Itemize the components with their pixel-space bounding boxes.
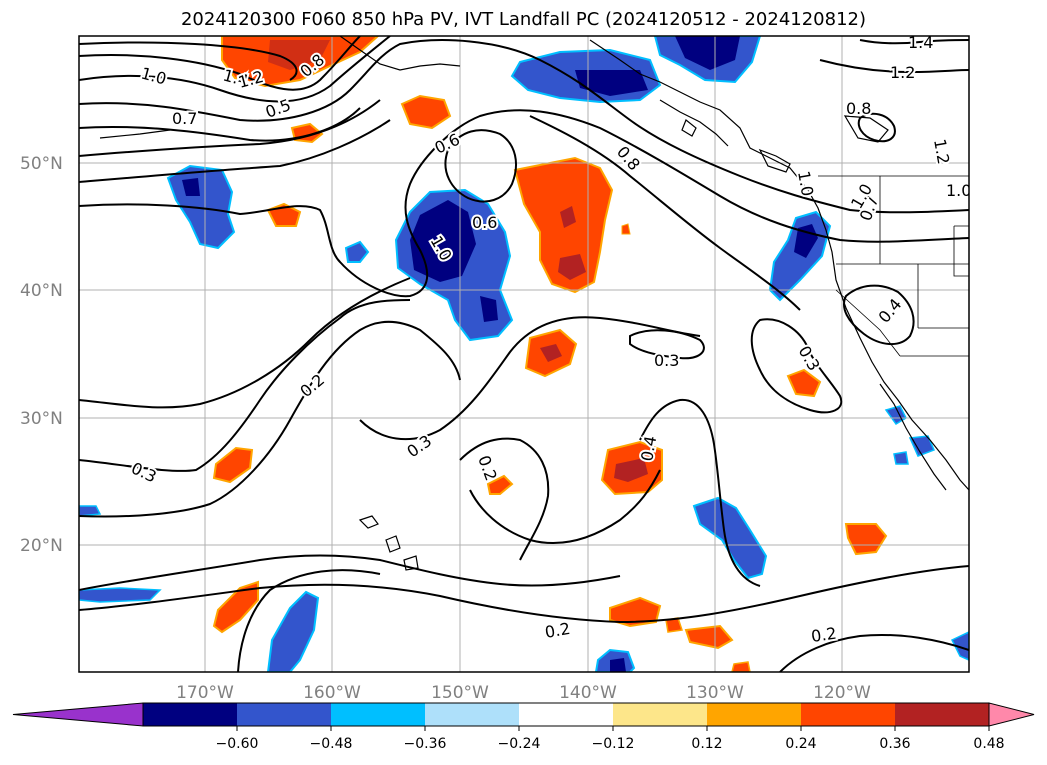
negative-anomaly-area [908,435,935,457]
positive-anomaly-core [558,254,586,280]
positive-anomaly-core [540,344,562,362]
lon-tick-label: 130°W [686,683,744,703]
negative-anomaly-area [266,590,320,672]
colorbar-tick-label: −0.12 [592,736,635,752]
lat-tick-label: 40°N [20,281,63,301]
contour-label: 1.2 [890,63,915,82]
lat-tick-label: 20°N [20,536,63,556]
colorbar: −0.60 −0.48 −0.36 −0.24 −0.12 0.12 0.24 0.36 0.4… [12,702,1035,752]
lon-tick-label: 120°W [813,683,871,703]
positive-anomaly-area [684,624,734,650]
colorbar-extend-low [12,702,144,727]
coastlines [99,36,969,571]
lon-tick-label: 160°W [303,683,361,703]
colorbar-tick-label: −0.36 [404,736,447,752]
positive-anomaly-area [786,368,822,398]
colorbar-segment [895,703,990,726]
map-title: 2024120300 F060 850 hPa PV, IVT Landfall… [180,9,867,30]
colorbar-tick-label: 0.36 [879,736,910,752]
lon-tick-label: 140°W [559,683,617,703]
negative-anomaly-area [79,587,162,603]
longitude-labels: 170°W 160°W 150°W 140°W 130°W 120°W [176,683,871,703]
colorbar-segment [331,703,426,726]
positive-anomaly-area [212,446,254,484]
negative-anomaly-area [893,451,909,465]
lon-tick-label: 170°W [176,683,234,703]
pv-contours [79,36,969,672]
negative-anomaly-area [950,631,969,661]
colorbar-outline [142,702,990,727]
positive-anomaly-area [486,474,514,495]
colorbar-segment [613,703,708,726]
positive-anomaly-core [614,458,648,482]
map-background [79,36,969,672]
colorbar-segment [801,703,896,726]
contour-label: 0.2 [810,624,838,646]
graticule [79,36,969,672]
colorbar-segment [143,703,238,726]
contour-label: 0.6 [472,213,497,232]
colorbar-tick-label: 0.12 [691,736,722,752]
contour-label: 1.4 [908,33,933,52]
political-borders [818,175,969,357]
negative-anomaly-core [575,70,648,96]
positive-anomaly-area [844,523,888,556]
lat-tick-label: 50°N [20,154,63,174]
map-frame [78,35,970,673]
negative-anomaly-core [480,296,498,322]
latitude-labels: 50°N 40°N 30°N 20°N [20,154,63,556]
lon-tick-label: 150°W [431,683,489,703]
negative-anomaly-area [79,505,102,517]
positive-anomaly-core [268,40,330,70]
positive-anomaly-area [731,661,751,672]
contour-label: 0.7 [172,109,197,128]
contour-label: 1.0 [946,181,971,200]
negative-anomaly-core [794,224,818,258]
negative-anomaly-core [675,36,740,70]
negative-anomaly-core [610,658,626,672]
colorbar-segment [519,703,614,726]
shading-layer [79,36,969,672]
colorbar-extend-high [988,702,1035,727]
colorbar-segment [707,703,802,726]
colorbar-tick-label: 0.24 [785,736,816,752]
colorbar-tick-label: −0.48 [310,736,353,752]
colorbar-segment [425,703,520,726]
colorbar-tick-label: −0.24 [498,736,541,752]
negative-anomaly-core [182,178,200,196]
contour-label: 0.8 [846,99,871,118]
contour-label: 0.3 [654,351,679,370]
lat-tick-label: 30°N [20,409,63,429]
positive-anomaly-area [621,223,631,235]
positive-anomaly-area [212,580,259,634]
colorbar-tick-label: −0.60 [216,736,259,752]
negative-anomaly-area [344,240,370,263]
colorbar-tick-label: 0.48 [973,736,1004,752]
positive-anomaly-area [609,596,662,628]
positive-anomaly-area [400,94,452,130]
colorbar-segment [237,703,332,726]
positive-anomaly-core [560,206,576,228]
